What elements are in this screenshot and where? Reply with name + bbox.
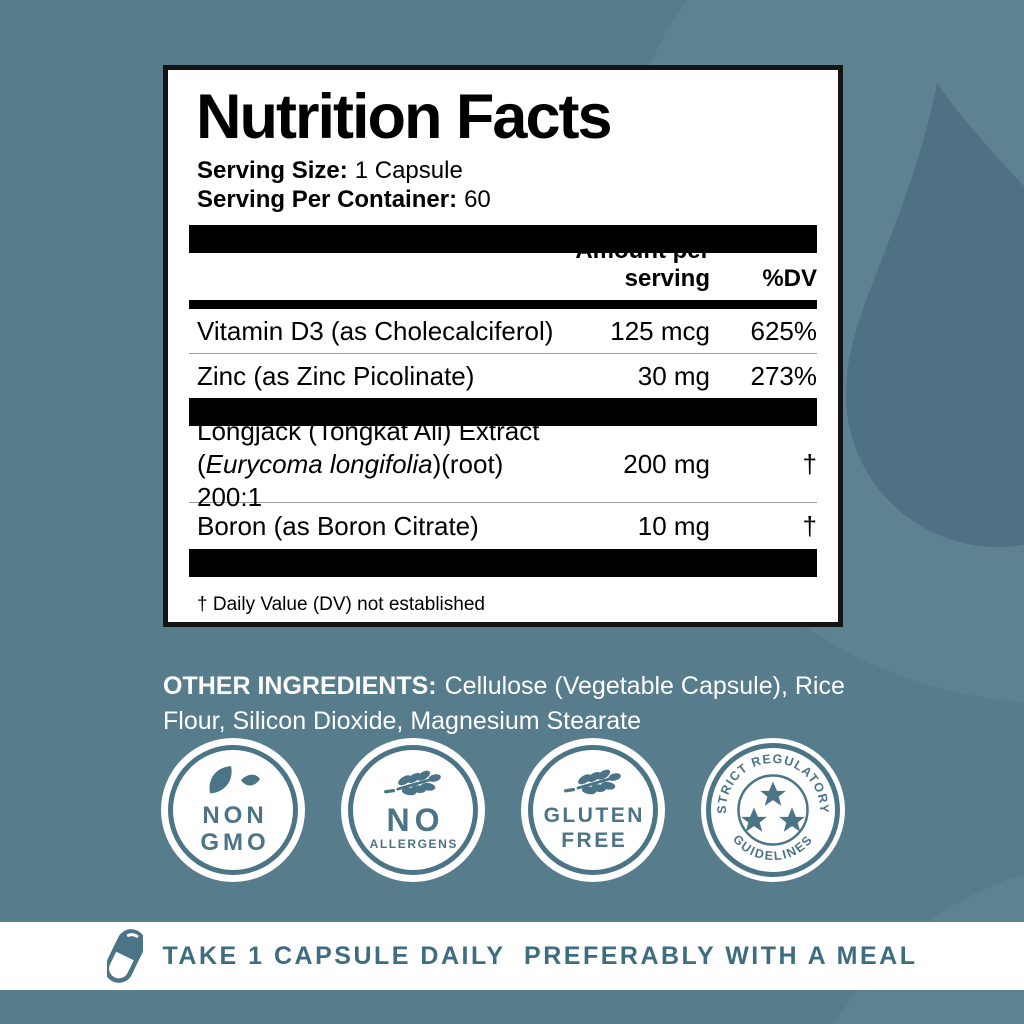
- wheat-icon: [384, 770, 441, 796]
- ingredient-name: Longjack (Tongkat Ali) Extract (Eurycoma…: [189, 415, 560, 514]
- row-divider: [189, 353, 817, 354]
- wheat-icon: [564, 769, 621, 795]
- svg-text:GUIDELINES: GUIDELINES: [730, 832, 816, 863]
- dv-footnote: † Daily Value (DV) not established: [197, 594, 485, 615]
- ingredient-dv: 625%: [750, 315, 818, 346]
- ingredient-amount: 10 mg: [637, 510, 710, 541]
- ingredient-name-line1: Longjack (Tongkat Ali) Extract: [197, 415, 540, 446]
- table-row: Vitamin D3 (as Cholecalciferol) 125 mcg …: [189, 309, 817, 353]
- regulatory-seal-icon: STRICT REGULATORY GUIDELINES: [706, 743, 840, 877]
- badge-ring: [528, 745, 658, 875]
- certification-badges: NON GMO NO ALLERGENS: [161, 738, 845, 882]
- other-ingredients: OTHER INGREDIENTS: Cellulose (Vegetable C…: [163, 669, 861, 739]
- divider-bar: [189, 549, 817, 577]
- badge-text-line1: NO: [386, 802, 445, 838]
- nutrition-facts-panel: Nutrition Facts Serving Size: 1 Capsule S…: [163, 65, 843, 627]
- serving-size-line: Serving Size: 1 Capsule: [197, 156, 817, 185]
- column-header-dv: %DV: [762, 265, 817, 292]
- table-row: Zinc (as Zinc Picolinate) 30 mg 273%: [189, 354, 817, 398]
- ingredient-amount: 200 mg: [623, 448, 710, 479]
- badge-text-line1: NON: [202, 802, 268, 829]
- serving-size-label: Serving Size:: [197, 157, 348, 184]
- ingredient-amount: 125 mcg: [610, 315, 710, 346]
- ingredient-name-line2: (Eurycoma longifolia)(root) 200:1: [197, 448, 504, 512]
- table-row: Boron (as Boron Citrate) 10 mg †: [189, 503, 817, 549]
- other-ingredients-text: Cellulose (Vegetable Capsule), Rice Flou…: [163, 672, 845, 735]
- badge-arc-bottom-text: GUIDELINES: [730, 832, 814, 863]
- ingredient-dv: †: [802, 448, 817, 479]
- capsule-icon: [106, 929, 143, 983]
- divider-bar: [189, 225, 817, 253]
- badge-ring: [348, 745, 478, 875]
- badge-ring: [168, 745, 298, 875]
- servings-per-container-value: 60: [464, 186, 491, 213]
- badge-gluten-free: GLUTEN FREE: [521, 738, 665, 882]
- badge-text-line2: ALLERGENS: [369, 837, 458, 851]
- leaf-icon: [209, 766, 260, 794]
- servings-per-container-label: Serving Per Container:: [197, 186, 458, 213]
- water-drop-icon: [846, 83, 1024, 547]
- ingredient-amount: 30 mg: [637, 360, 710, 391]
- other-ingredients-label: OTHER INGREDIENTS:: [163, 672, 437, 700]
- badge-no-allergens: NO ALLERGENS: [341, 738, 485, 882]
- table-header-row: Amount per serving %DV: [189, 237, 817, 300]
- badge-text-line2: FREE: [561, 829, 628, 852]
- column-header-amount: Amount per serving: [575, 237, 710, 292]
- ingredient-name: Boron (as Boron Citrate): [197, 510, 479, 541]
- serving-size-value: 1 Capsule: [354, 157, 463, 184]
- ingredient-dv: 273%: [750, 360, 818, 391]
- row-divider: [189, 502, 817, 503]
- ingredient-dv: †: [802, 510, 817, 541]
- nutrition-facts-title: Nutrition Facts: [196, 82, 613, 152]
- table-row: Longjack (Tongkat Ali) Extract (Eurycoma…: [189, 416, 817, 512]
- divider-bar: [189, 300, 817, 309]
- directions-bar: TAKE 1 CAPSULE DAILY PREFERABLY WITH A M…: [0, 922, 1024, 990]
- badge-strict-regulatory: STRICT REGULATORY GUIDELINES: [701, 738, 845, 882]
- badge-text-line2: GMO: [200, 829, 270, 856]
- divider-bar: [189, 398, 817, 426]
- badge-text-line1: GLUTEN: [543, 804, 645, 827]
- ingredient-name: Zinc (as Zinc Picolinate): [197, 360, 475, 391]
- badge-non-gmo: NON GMO: [161, 738, 305, 882]
- ingredient-name: Vitamin D3 (as Cholecalciferol): [197, 315, 554, 346]
- latin-name: Eurycoma longifolia: [205, 448, 433, 479]
- servings-per-container-line: Serving Per Container: 60: [197, 185, 817, 214]
- three-stars-icon: [741, 781, 805, 832]
- directions-text: TAKE 1 CAPSULE DAILY PREFERABLY WITH A M…: [162, 941, 918, 970]
